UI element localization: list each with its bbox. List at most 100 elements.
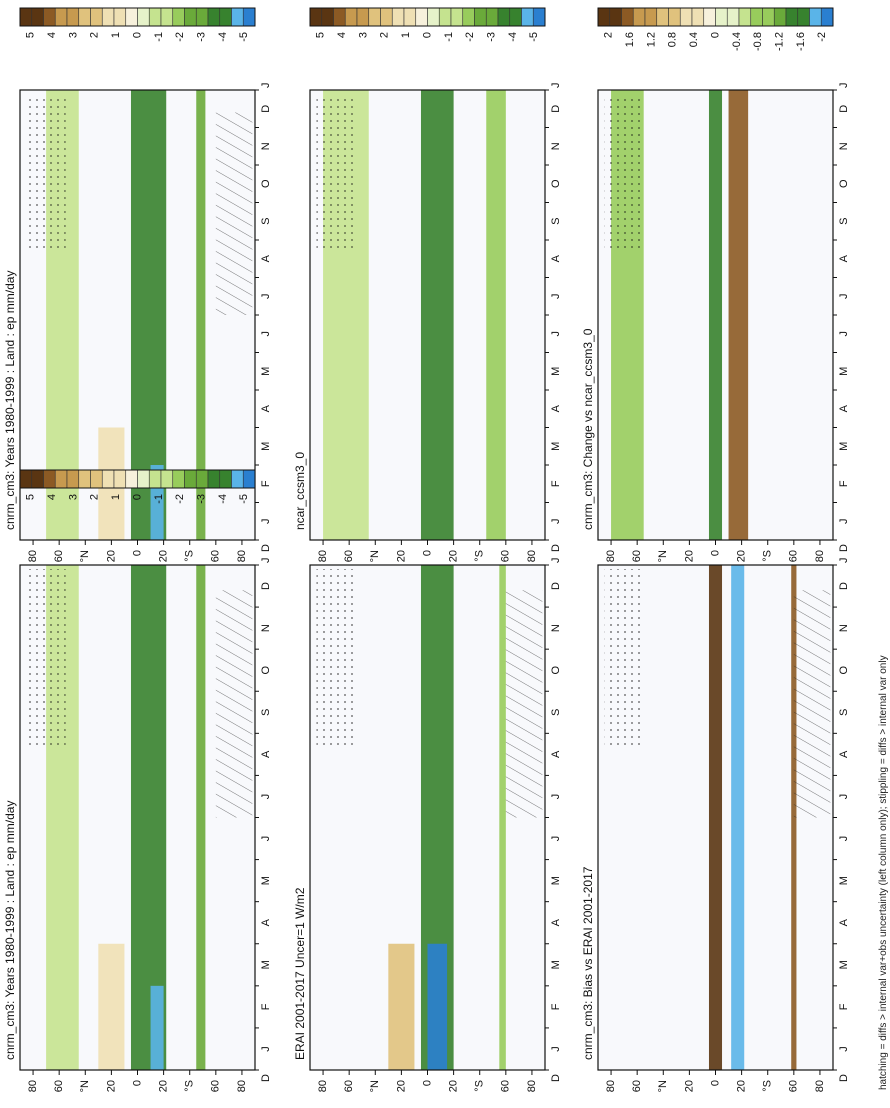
colorbar-swatch bbox=[344, 7, 358, 27]
lat-tick-label: 80 bbox=[236, 550, 248, 562]
colorbar-label: 1.2 bbox=[645, 32, 657, 47]
colorbar-swatch bbox=[356, 7, 370, 27]
month-tick-label: S bbox=[550, 218, 562, 225]
colorbar-swatch bbox=[474, 7, 487, 27]
colorbar-swatch bbox=[66, 469, 80, 489]
lat-tick-label: 0 bbox=[709, 550, 721, 556]
lat-tick-label: 0 bbox=[131, 550, 143, 556]
colorbar-label: 1 bbox=[110, 494, 122, 500]
stippling-region bbox=[26, 569, 66, 746]
colorbar-swatch bbox=[726, 7, 740, 27]
colorbar-swatch bbox=[231, 469, 244, 489]
colorbar-label: 0.8 bbox=[667, 32, 679, 47]
colorbar-label: -2 bbox=[464, 32, 476, 42]
colorbar-swatch bbox=[125, 7, 138, 27]
hatching-region bbox=[793, 590, 831, 818]
colorbar-swatch bbox=[797, 7, 810, 27]
stippling-region bbox=[26, 94, 66, 252]
colorbar-frame bbox=[309, 7, 546, 27]
colorbar-swatch bbox=[207, 469, 221, 489]
lat-tick-label: 80 bbox=[317, 1080, 329, 1092]
month-tick-label: J bbox=[838, 83, 850, 89]
colorbar-swatch bbox=[621, 7, 634, 27]
month-tick-label: J bbox=[550, 1046, 562, 1052]
colorbar-label: -1.6 bbox=[795, 32, 807, 51]
colorbar-label: -1 bbox=[153, 494, 165, 504]
lat-tick-label: 20 bbox=[448, 550, 460, 562]
colorbar-label: -3 bbox=[485, 32, 497, 42]
panel-p5: 80 60 °N 20 0 20 °S 60 80JFMAMJJASONDJDcnrm_cm3:… bbox=[581, 7, 850, 562]
heat-band bbox=[728, 90, 749, 540]
month-tick-label: D bbox=[260, 105, 272, 113]
lat-tick-label: 20 bbox=[158, 1080, 170, 1092]
lat-tick-label: 20 bbox=[105, 1080, 117, 1092]
panel-p1-upper: 80 60 °N 20 0 20 °S 60 80JFMAMJJASONDJDcnrm_cm3:… bbox=[3, 7, 272, 562]
month-tick-label: J bbox=[260, 519, 272, 525]
month-tick-label: D bbox=[260, 544, 272, 552]
month-tick-label: J bbox=[550, 836, 562, 842]
month-tick-label: D bbox=[550, 544, 562, 552]
month-tick-label: S bbox=[838, 218, 850, 225]
month-tick-label: A bbox=[260, 254, 272, 262]
lat-tick-label: °N bbox=[369, 550, 381, 562]
month-tick-label: J bbox=[550, 294, 562, 300]
month-tick-label: J bbox=[260, 836, 272, 842]
panel-p3: 80 60 °N 20 0 20 °S 60 80JFMAMJJASONDJDcnrm_cm3:… bbox=[581, 469, 850, 1092]
hatching-region bbox=[505, 590, 543, 818]
panel-title: cnrm_cm3: Years 1980-1999 : Land : ep mm… bbox=[3, 271, 17, 530]
colorbar-swatch bbox=[19, 7, 33, 27]
month-tick-label: J bbox=[838, 558, 850, 564]
lat-tick-label: 20 bbox=[683, 1080, 695, 1092]
colorbar-swatch bbox=[31, 7, 44, 27]
month-tick-label: J bbox=[260, 794, 272, 800]
lat-tick-label: °N bbox=[79, 550, 91, 562]
month-tick-label: J bbox=[260, 331, 272, 337]
panel-p1: 80 60 °N 20 0 20 °S 60 80JFMAMJJASONDJDcnrm_cm3:… bbox=[3, 469, 272, 1092]
month-tick-label: M bbox=[838, 442, 850, 451]
hatching-region bbox=[215, 112, 253, 315]
lat-tick-label: 60 bbox=[210, 1080, 222, 1092]
lat-tick-label: 60 bbox=[343, 550, 355, 562]
colorbar-swatch bbox=[195, 469, 209, 489]
month-tick-label: A bbox=[260, 750, 272, 758]
month-tick-label: J bbox=[838, 519, 850, 525]
colorbar-swatch bbox=[137, 7, 150, 27]
month-tick-label: O bbox=[838, 665, 850, 674]
colorbar-label: -2 bbox=[174, 32, 186, 42]
colorbar-swatch bbox=[160, 7, 174, 27]
month-tick-label: D bbox=[260, 1074, 272, 1082]
month-tick-label: S bbox=[550, 709, 562, 716]
colorbar-label: 5 bbox=[25, 494, 37, 500]
colorbar-swatch bbox=[485, 7, 499, 27]
lat-tick-label: 80 bbox=[27, 550, 39, 562]
lat-tick-label: °S bbox=[762, 550, 774, 562]
colorbar-swatch bbox=[679, 7, 693, 27]
month-tick-label: J bbox=[838, 294, 850, 300]
month-tick-label: J bbox=[550, 83, 562, 89]
lat-tick-label: 0 bbox=[131, 1080, 143, 1086]
colorbar-label: -5 bbox=[238, 494, 250, 504]
month-tick-label: N bbox=[838, 142, 850, 150]
lat-tick-label: 80 bbox=[526, 1080, 538, 1092]
heat-band bbox=[196, 90, 206, 540]
month-tick-label: A bbox=[550, 750, 562, 758]
month-tick-label: N bbox=[838, 624, 850, 632]
month-tick-label: S bbox=[260, 218, 272, 225]
month-tick-label: F bbox=[260, 480, 272, 487]
colorbar-label: 2 bbox=[89, 32, 101, 38]
lat-tick-label: °N bbox=[657, 1080, 669, 1092]
stippling-region bbox=[604, 94, 644, 252]
heat-band bbox=[98, 943, 125, 1070]
month-tick-label: D bbox=[550, 1074, 562, 1082]
lat-tick-label: °S bbox=[184, 550, 196, 562]
colorbar-label: 1.6 bbox=[624, 32, 636, 47]
colorbar-swatch bbox=[54, 469, 68, 489]
colorbar-swatch bbox=[195, 7, 209, 27]
lat-tick-label: 60 bbox=[631, 550, 643, 562]
month-tick-label: M bbox=[550, 367, 562, 376]
lat-tick-label: 0 bbox=[421, 1080, 433, 1086]
month-tick-label: M bbox=[838, 367, 850, 376]
colorbar-swatch bbox=[90, 469, 103, 489]
